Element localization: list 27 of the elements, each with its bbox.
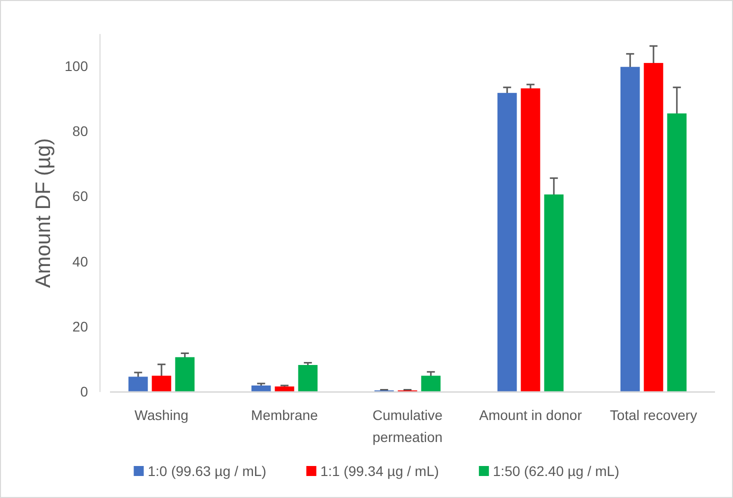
bar [620,66,640,392]
y-tick-label: 40 [72,253,88,270]
y-tick-label: 80 [72,123,88,140]
x-tick-label: Membrane [251,407,318,423]
x-tick-label: Amount in donor [479,407,582,423]
bar [421,376,441,392]
bar [644,62,664,392]
y-tick-label: 60 [72,188,88,204]
y-tick-label: 20 [72,318,88,334]
y-tick-label: 100 [64,58,88,74]
legend-label: 1:1 (99.34 µg / mL) [320,463,439,479]
x-tick-label: Cumulative permeation [372,407,443,445]
bar [667,113,687,392]
y-axis-title: Amount DF (µg) [32,138,55,288]
bar [497,92,517,392]
bar [544,194,564,392]
bar [128,376,148,392]
y-tick-label: 0 [80,383,88,400]
bar [298,364,318,392]
legend-label: 1:0 (99.63 µg / mL) [148,463,266,479]
x-tick-label: Total recovery [610,407,698,423]
bar [520,88,540,392]
x-tick-label: Washing [134,407,188,423]
legend-label: 1:50 (62.40 µg / mL) [492,463,620,479]
bar [251,385,271,392]
bar [175,357,195,392]
bar [152,376,172,392]
